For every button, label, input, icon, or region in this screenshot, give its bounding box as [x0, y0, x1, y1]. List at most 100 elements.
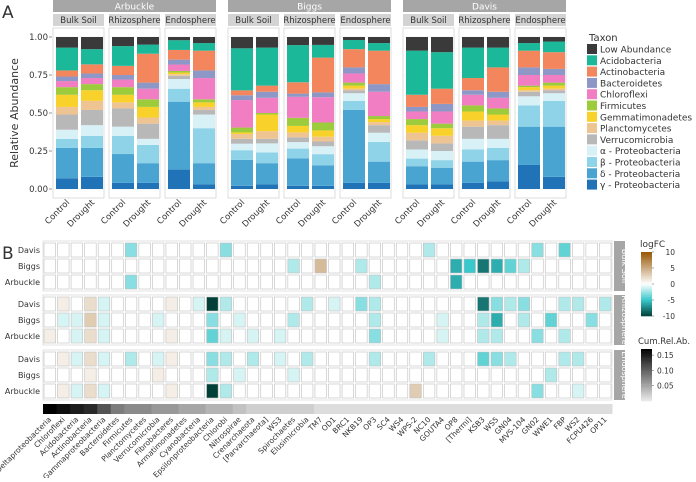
heatmap-cell — [450, 258, 463, 274]
cum-abundance-cell — [110, 404, 125, 414]
x-tick-label-drought: Drought — [241, 198, 273, 230]
heatmap-cell — [97, 367, 111, 383]
cum-colorbar-step — [641, 363, 652, 365]
logfc-tick-label: -10 — [663, 312, 675, 321]
cum-colorbar-step — [641, 350, 652, 352]
compartment-strip-endosphere — [515, 14, 566, 26]
heatmap-cell — [558, 258, 571, 274]
heatmap-cell — [558, 312, 571, 328]
heatmap-cell — [152, 351, 165, 367]
heatmap-cell — [544, 383, 558, 399]
bar-segment-proteobacteria — [462, 149, 484, 162]
heatmap-cell — [219, 296, 232, 312]
bar-segment-verrucomicrobia — [231, 138, 253, 144]
heatmap-cell — [192, 351, 205, 367]
heatmap-cell — [341, 258, 354, 274]
legend-swatch-proteobacteria — [587, 168, 597, 179]
bar-segment-low-abundance — [81, 37, 103, 50]
bar-segment-gemmatimonadetes — [543, 85, 565, 89]
heatmap-cell — [246, 242, 260, 258]
bar-segment-gemmatimonadetes — [462, 111, 484, 121]
bar-segment-chloroflexi — [168, 64, 190, 71]
bar-segment-firmicutes — [518, 85, 540, 88]
bar-segment-actinobacteria — [518, 50, 540, 68]
heatmap-cell — [70, 274, 83, 290]
bar-segment-bacteroidetes — [431, 103, 453, 112]
heatmap-cell — [558, 351, 571, 367]
heatmap-cell — [97, 258, 111, 274]
cum-abundance-cell — [327, 404, 342, 414]
bar-segment-low-abundance — [231, 37, 253, 49]
logfc-colorbar-step — [641, 255, 652, 258]
logfc-colorbar-step — [641, 277, 652, 280]
bar-segment-acidobacteria — [81, 49, 103, 65]
heatmap-cell — [355, 242, 368, 258]
bar-segment-proteobacteria — [368, 141, 390, 162]
heatmap-cell — [260, 367, 273, 383]
heatmap-cell — [57, 258, 70, 274]
compartment-strip-bulk-soil — [228, 14, 279, 26]
bar-segment-proteobacteria — [256, 143, 278, 153]
cum-abundance-cell — [422, 404, 437, 414]
legend-swatch-firmicutes — [587, 100, 597, 111]
heatmap-cell — [138, 258, 151, 274]
cum-abundance-cell — [435, 404, 450, 414]
heatmap-cell — [341, 351, 354, 367]
heatmap-cell — [382, 274, 395, 290]
heatmap-cell — [301, 383, 314, 399]
heatmap-cell — [206, 274, 219, 290]
heatmap-cell — [450, 351, 463, 367]
bar-segment-planctomycetes — [312, 136, 334, 142]
heatmap-cell — [179, 274, 192, 290]
logfc-colorbar-step — [641, 292, 652, 294]
bar-segment-firmicutes — [287, 117, 309, 126]
bar-segment-chloroflexi — [406, 111, 428, 120]
heatmap-cell — [423, 242, 436, 258]
bar-segment-chloroflexi — [112, 79, 134, 88]
heatmap-cell — [274, 258, 287, 274]
heatmap-cell — [274, 274, 287, 290]
heatmap-cell — [477, 258, 490, 274]
cum-abundance-cell — [205, 404, 220, 414]
heatmap-cell — [246, 274, 260, 290]
logfc-colorbar-step — [641, 266, 652, 269]
heatmap-cell — [246, 258, 260, 274]
heatmap-cell — [219, 258, 232, 274]
bar-segment-acidobacteria — [343, 40, 365, 50]
cum-abundance-cell — [571, 404, 586, 414]
heatmap-cell — [246, 328, 260, 344]
bar-segment-chloroflexi — [193, 78, 215, 100]
bar-segment-low-abundance — [368, 37, 390, 44]
heatmap-cell — [490, 312, 503, 328]
heatmap-cell — [477, 328, 490, 344]
heatmap-cell — [111, 351, 124, 367]
bar-segment-planctomycetes — [543, 88, 565, 91]
compartment-strip-rhizosphere — [284, 14, 335, 26]
bar-segment-actinobacteria — [56, 70, 78, 77]
heatmap-cell — [124, 312, 138, 328]
legend-swatch-proteobacteria — [587, 157, 597, 167]
heatmap-cell — [97, 274, 111, 290]
bar-segment-proteobacteria — [543, 93, 565, 101]
heatmap-cell — [463, 367, 476, 383]
cum-abundance-cell — [286, 404, 301, 414]
bar-segment-verrucomicrobia — [431, 143, 453, 151]
heatmap-cell — [43, 312, 56, 328]
cum-legend-title: Cum.Rel.Ab. — [638, 337, 690, 347]
heatmap-cell — [246, 296, 260, 312]
compartment-label-bulk-soil: Bulk Soil — [60, 16, 97, 26]
bar-segment-proteobacteria — [406, 158, 428, 167]
x-tick-label-drought: Drought — [122, 198, 154, 230]
heatmap-cell — [111, 258, 124, 274]
heatmap-facet-panel — [42, 294, 613, 346]
bar-segment-proteobacteria — [137, 182, 159, 189]
heatmap-cell — [301, 296, 314, 312]
heatmap-row-label-biggs: Biggs — [18, 262, 40, 271]
bar-segment-firmicutes — [81, 84, 103, 91]
bar-segment-verrucomicrobia — [168, 75, 190, 80]
bar-segment-actinobacteria — [368, 50, 390, 85]
logfc-colorbar-step — [641, 311, 652, 314]
logfc-colorbar-step — [641, 268, 652, 270]
heatmap-cell — [301, 258, 314, 274]
